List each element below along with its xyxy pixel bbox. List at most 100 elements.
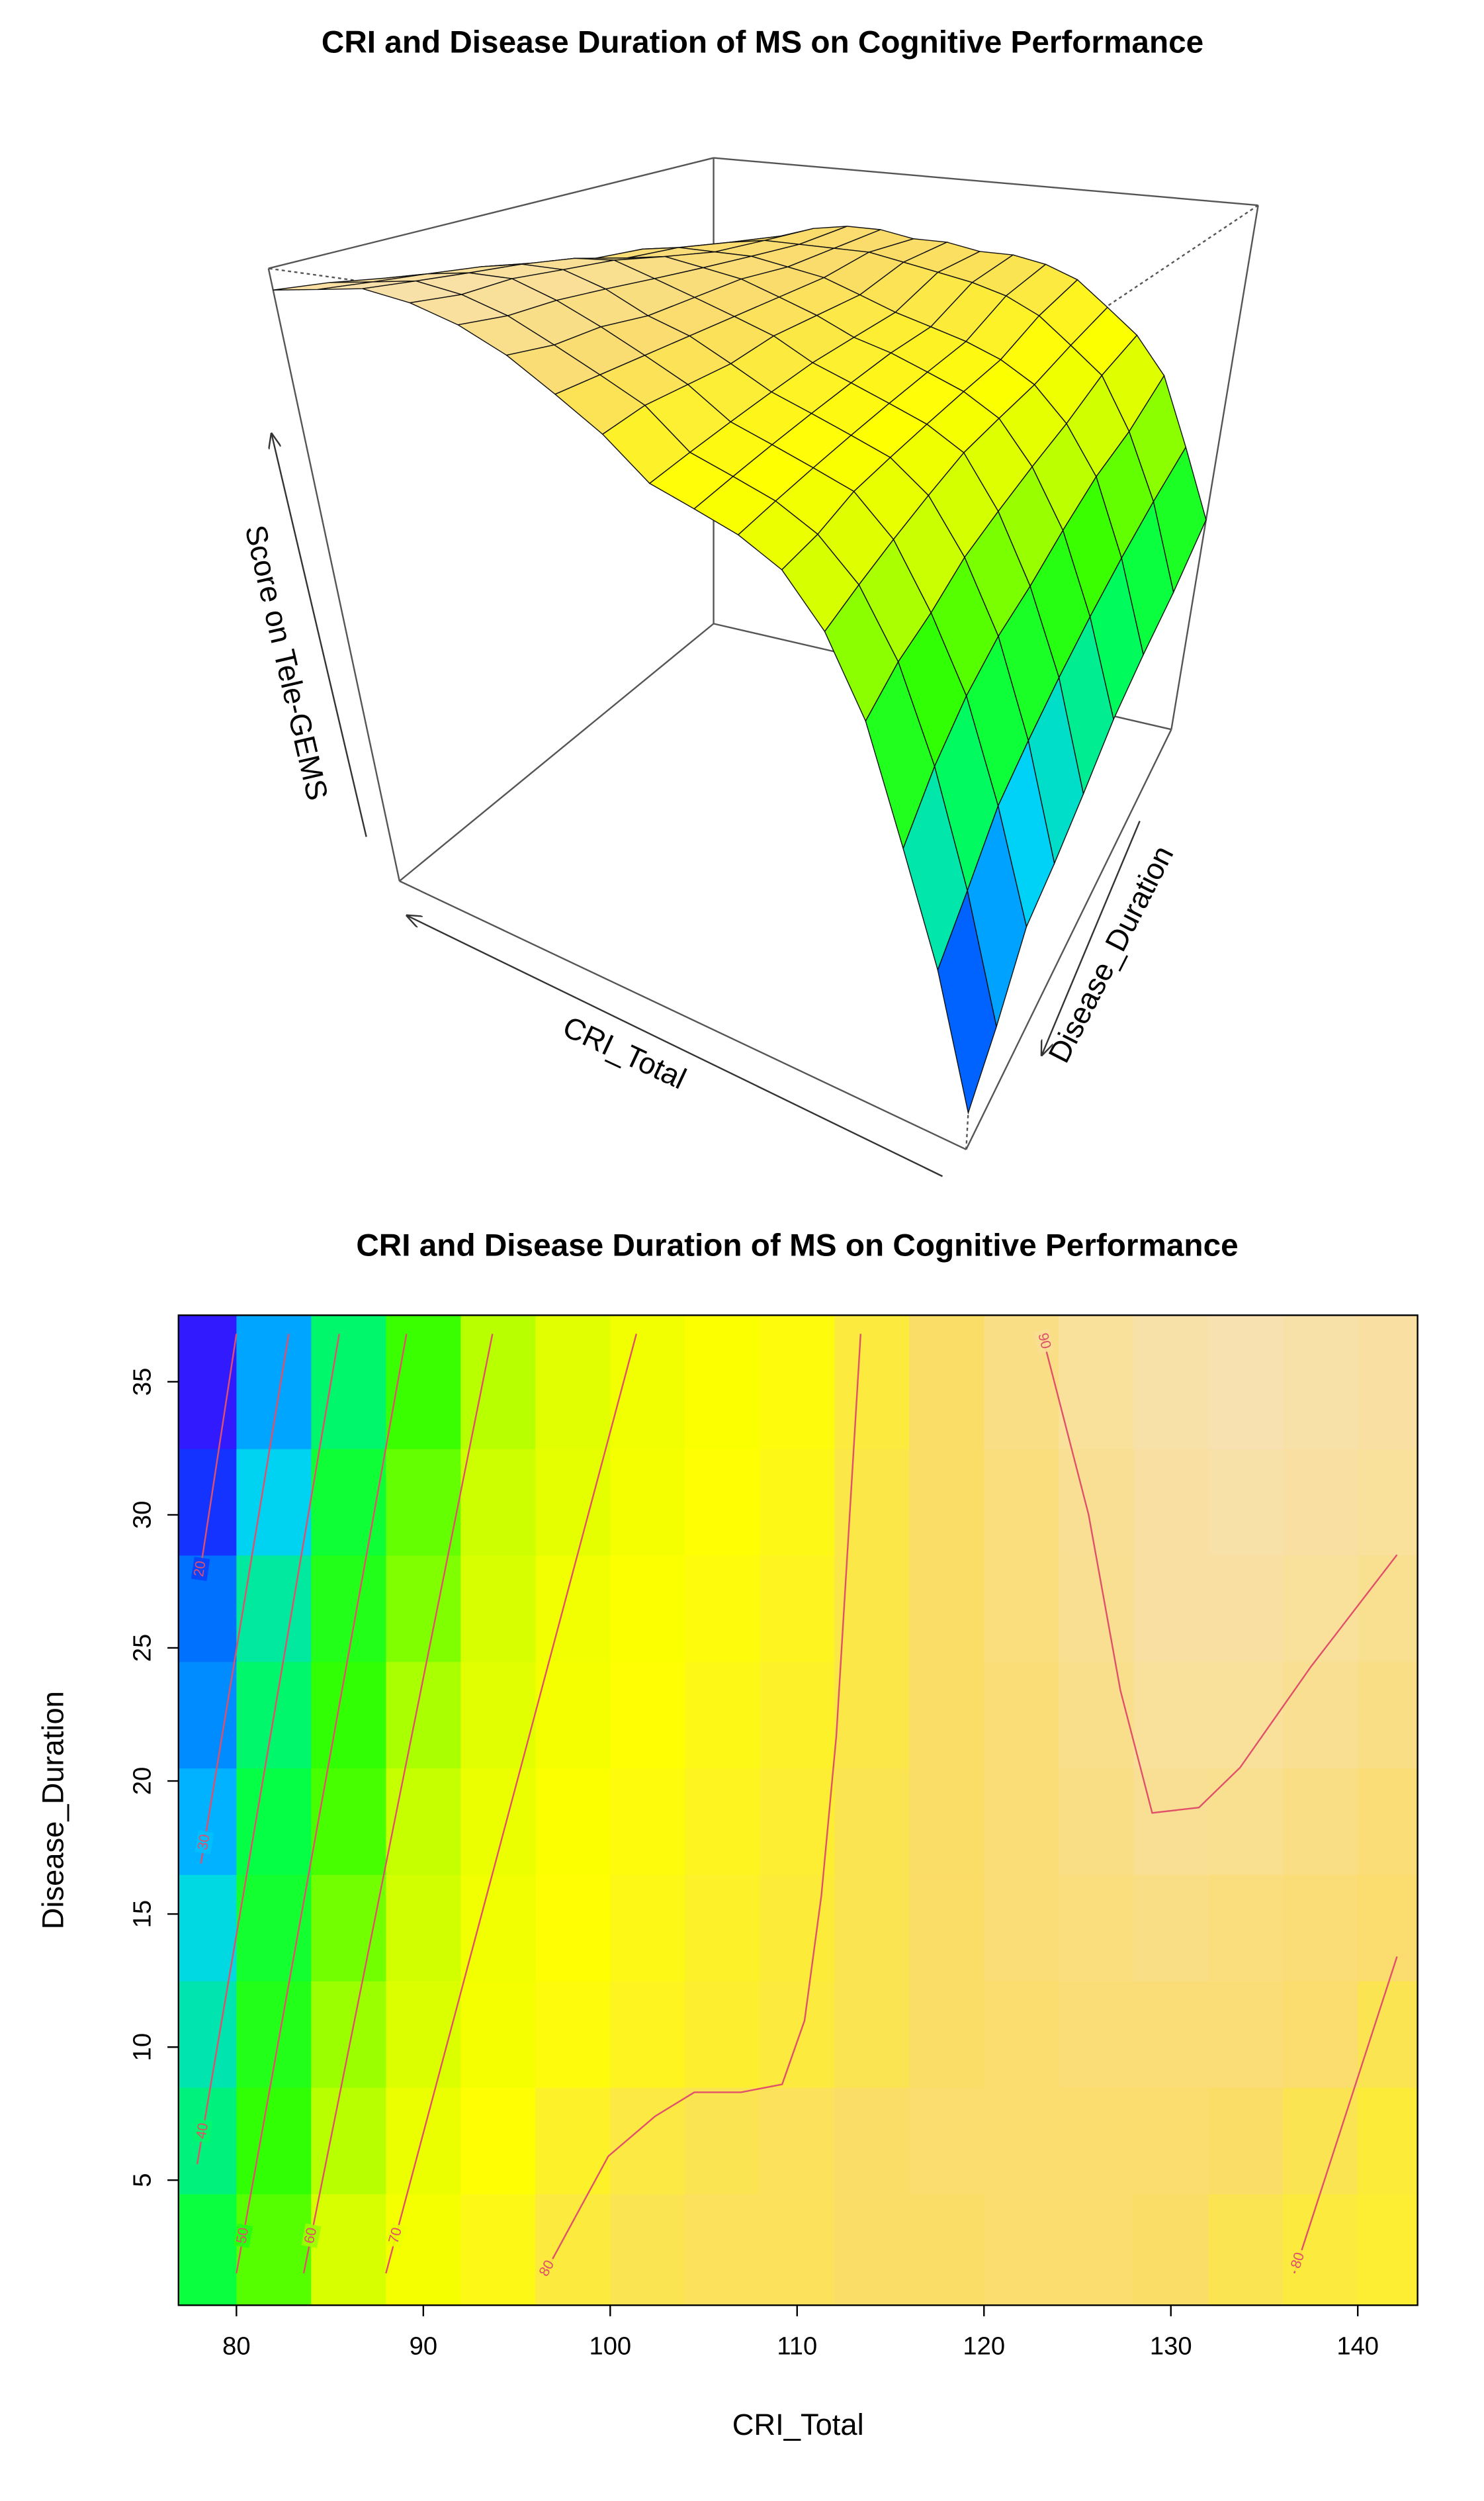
y-axis-label: Disease_Duration [36,1691,70,1929]
heat-cell [1358,2087,1419,2195]
heat-cell [1283,1980,1359,2088]
heat-cell [1283,1555,1359,1662]
x-tick-label: 120 [963,2332,1005,2361]
box-edge [713,157,1258,206]
heat-cell [535,1661,611,1769]
heat-cell [1133,1555,1209,1662]
heat-cell [1059,1767,1135,1875]
heat-cell [178,1448,238,1556]
heat-cell [1358,1448,1419,1556]
heat-cell [1358,2193,1419,2306]
heat-cell [760,1448,836,1556]
heat-cell [760,1555,836,1662]
heat-cell [178,1980,238,2088]
heat-cell [460,1980,537,2088]
contour-label-bg [1033,1328,1055,1354]
heat-cell [535,2087,611,2195]
contour-line [236,1334,408,2274]
heat-cell [535,1980,611,2088]
heat-cell [984,2087,1060,2195]
heat-cell [460,1315,537,1449]
box-edge [1170,205,1259,730]
box-edge [965,729,1172,1150]
contour-label-bg [385,2222,407,2249]
heat-cell [1059,1448,1135,1556]
chart-title: CRI and Disease Duration of MS on Cognit… [356,1228,1238,1263]
heat-cell [1358,1315,1419,1449]
heat-cell [610,1874,686,1981]
heat-cell [311,1980,387,2088]
heat-cell [1133,1767,1209,1875]
heat-cell [460,1874,537,1981]
heat-cell [834,1661,910,1769]
heat-cell [909,1448,985,1556]
heat-cell [760,1767,836,1875]
heat-cell [1208,1661,1284,1769]
heat-cell [834,2193,910,2306]
heat-cell [610,1767,686,1875]
heat-cell [535,1315,611,1449]
heat-cell [1358,1555,1419,1662]
heat-cell [1358,1980,1419,2088]
heat-cell [1059,1661,1135,1769]
x-tick-label: 130 [1150,2332,1192,2361]
heat-cell [834,1767,910,1875]
heat-cell [311,1448,387,1556]
y-tick-label: 25 [128,1634,156,1662]
x-tick-label: 100 [589,2332,631,2361]
heat-cell [386,1874,462,1981]
heat-cell [535,1448,611,1556]
heat-cell [236,1874,312,1981]
heat-cell [984,1661,1060,1769]
heat-cell [1133,1315,1209,1449]
contour-line [196,1334,340,2165]
heat-cell [460,2087,537,2195]
box-edge [399,880,967,1150]
heat-cell [1133,1448,1209,1556]
heat-cell [1208,1448,1284,1556]
heat-cell [610,1555,686,1662]
heat-cell [386,1555,462,1662]
heat-cell [760,2087,836,2195]
heat-cell [984,1874,1060,1981]
heat-cell [311,1874,387,1981]
heat-cell [535,1874,611,1981]
box-edge [268,157,714,269]
heat-cell [909,2193,985,2306]
heat-cell [760,1980,836,2088]
heat-cell [984,1448,1060,1556]
heat-cell [1358,1874,1419,1981]
heat-cell [1208,1555,1284,1662]
heat-cell [685,1767,761,1875]
heat-cell [1059,1315,1135,1449]
heat-cell [178,1661,238,1769]
heat-cell [610,1980,686,2088]
contour-label: 90 [1035,1332,1054,1351]
y-tick-label: 20 [128,1767,156,1795]
heat-cell [685,1980,761,2088]
contour-label-bg [535,2255,560,2283]
heat-cell [909,1661,985,1769]
x-tick-label: 140 [1336,2332,1379,2361]
heat-cell [909,1980,985,2088]
heat-cell [984,1980,1060,2088]
heat-cell [1358,1767,1419,1875]
heat-cell [1283,1874,1359,1981]
heat-cell [311,1661,387,1769]
heat-cell [460,1767,537,1875]
heat-cell [236,2193,312,2306]
heat-cell [1283,1448,1359,1556]
heat-cell [984,2193,1060,2306]
heat-cell [460,1555,537,1662]
heat-cell [1283,2087,1359,2195]
contour-label: 40 [193,2122,211,2140]
heat-cell [610,2087,686,2195]
heat-cell [685,1874,761,1981]
heat-cell [984,1555,1060,1662]
heat-cell [760,1661,836,1769]
y-tick-label: 35 [128,1368,156,1396]
heat-cell [1208,2087,1284,2195]
box-edge [267,268,400,882]
contour-label-bg [191,1557,210,1581]
heat-cell [236,1448,312,1556]
